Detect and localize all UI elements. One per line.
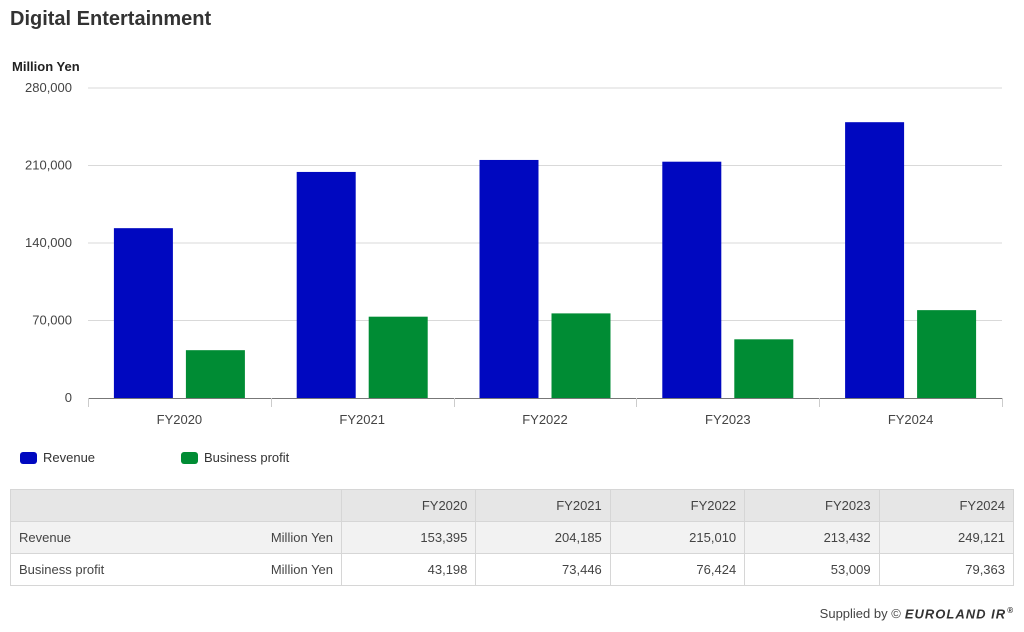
table-row: Business profit Million Yen 43,198 73,44…	[10, 553, 1015, 586]
y-tick-label: 140,000	[25, 235, 72, 250]
x-axis	[88, 398, 1003, 407]
bar-business-profit-fy2022[interactable]	[551, 313, 611, 398]
y-tick-label: 70,000	[32, 313, 72, 328]
bar-business-profit-fy2024[interactable]	[917, 310, 977, 398]
table-cell: 213,432	[744, 521, 880, 554]
table-row-label-cell: Business profit Million Yen	[10, 553, 342, 586]
bar-revenue-fy2020[interactable]	[113, 228, 173, 398]
table-cell: 53,009	[744, 553, 880, 586]
table-header: FY2024	[878, 489, 1015, 522]
table-header-row: FY2020 FY2021 FY2022 FY2023 FY2024	[10, 489, 1015, 522]
table-cell: 43,198	[340, 553, 477, 586]
table-cell: 153,395	[340, 521, 477, 554]
bars	[113, 122, 977, 398]
bar-revenue-fy2024[interactable]	[845, 122, 905, 398]
table-header: FY2020	[340, 489, 477, 522]
legend-item-business-profit[interactable]: Business profit	[181, 450, 289, 465]
row-unit: Million Yen	[270, 530, 333, 545]
legend-swatch-business-profit	[181, 451, 198, 464]
table-header: FY2022	[609, 489, 746, 522]
row-label: Revenue	[19, 530, 72, 545]
euroland-logo[interactable]: EUROLAND IR®	[904, 606, 1014, 622]
x-axis-ticks: FY2020 FY2021 FY2022 FY2023 FY2024	[157, 412, 934, 427]
bar-revenue-fy2022[interactable]	[479, 159, 539, 398]
x-tick-label: FY2024	[888, 412, 934, 427]
legend-item-revenue[interactable]: Revenue	[20, 450, 95, 465]
row-label: Business profit	[19, 562, 105, 577]
table-header: FY2021	[475, 489, 611, 522]
table-cell: 79,363	[878, 553, 1015, 586]
x-tick-label: FY2023	[705, 412, 751, 427]
bar-revenue-fy2023[interactable]	[662, 161, 722, 398]
row-unit: Million Yen	[270, 562, 333, 577]
bar-business-profit-fy2020[interactable]	[185, 350, 245, 398]
table-cell: 76,424	[609, 553, 746, 586]
table-cell: 204,185	[475, 521, 611, 554]
supplied-by-text: Supplied by ©	[819, 606, 901, 622]
table-row-label-cell: Revenue Million Yen	[10, 521, 342, 554]
x-tick-label: FY2020	[157, 412, 203, 427]
footer-credit: Supplied by © EUROLAND IR®	[820, 606, 1014, 621]
table-cell: 249,121	[878, 521, 1015, 554]
chart-title: Digital Entertainment	[10, 8, 212, 30]
legend-swatch-revenue	[20, 451, 37, 464]
legend-label-business-profit: Business profit	[204, 450, 290, 465]
table-cell: 73,446	[475, 553, 611, 586]
y-tick-label: 280,000	[25, 80, 72, 95]
bar-revenue-fy2021[interactable]	[296, 171, 356, 398]
x-tick-label: FY2022	[522, 412, 568, 427]
y-tick-label: 0	[65, 390, 72, 405]
y-tick-label: 210,000	[25, 158, 72, 173]
bar-business-profit-fy2023[interactable]	[734, 339, 794, 398]
x-tick-label: FY2021	[339, 412, 385, 427]
bar-business-profit-fy2021[interactable]	[368, 316, 428, 398]
table-row: Revenue Million Yen 153,395 204,185 215,…	[10, 521, 1015, 554]
legend-label-revenue: Revenue	[43, 450, 96, 465]
table-corner-cell	[10, 489, 342, 522]
y-axis-ticks: 0 70,000 140,000 210,000 280,000	[25, 80, 72, 405]
data-table: FY2020 FY2021 FY2022 FY2023 FY2024 Reven…	[10, 489, 1015, 586]
table-header: FY2023	[744, 489, 880, 522]
table-cell: 215,010	[609, 521, 746, 554]
y-axis-unit-label: Million Yen	[12, 59, 80, 74]
